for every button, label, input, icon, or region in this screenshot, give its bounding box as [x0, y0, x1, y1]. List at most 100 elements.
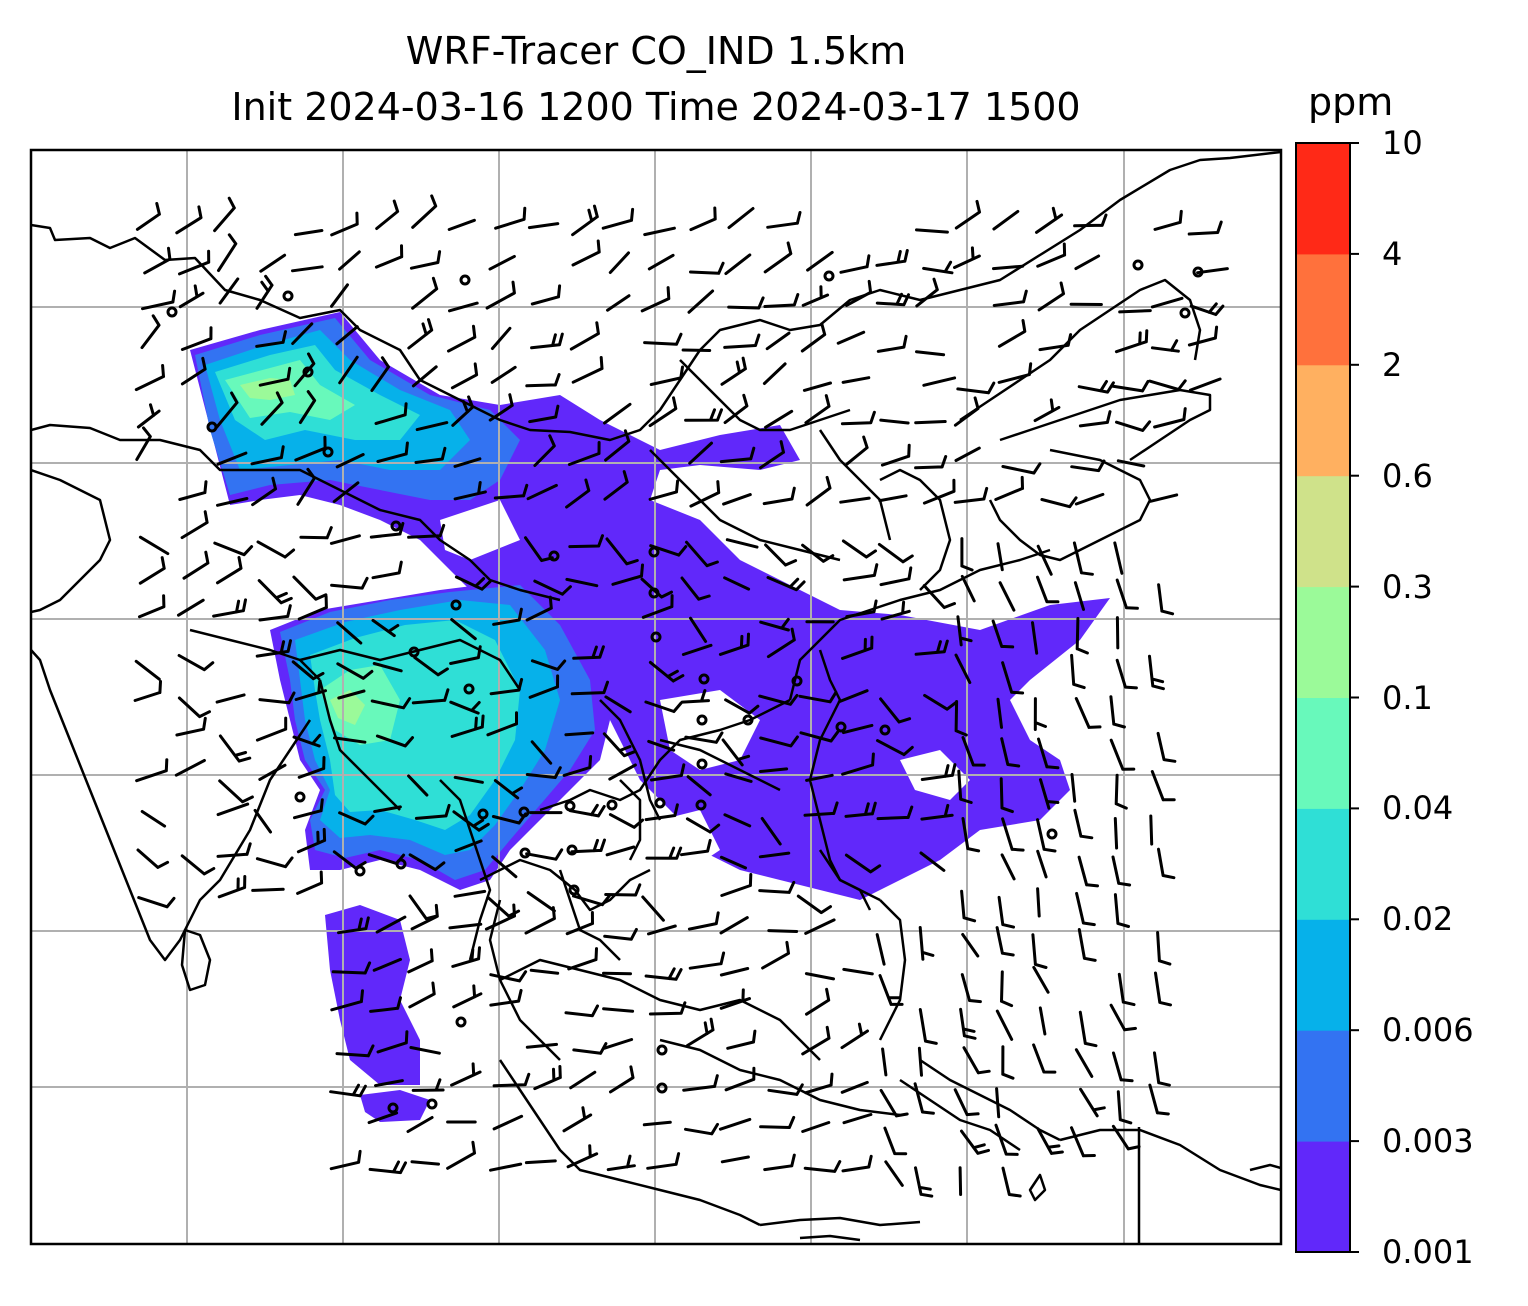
wind-barb: [913, 1082, 935, 1115]
wind-barb: [294, 435, 327, 462]
wind-barb: [1113, 541, 1124, 575]
wind-barbs: [133, 194, 1229, 1198]
wind-barb: [689, 261, 725, 275]
wind-barb: [725, 538, 759, 549]
wind-barb: [766, 627, 796, 659]
wind-barb: [801, 1025, 831, 1056]
wind-barb: [293, 798, 324, 820]
wind-barb: [450, 1062, 482, 1087]
wind-barb: [959, 1007, 977, 1040]
wind-barb: [407, 948, 434, 974]
wind-barb: [922, 478, 956, 505]
wind-barb: [251, 476, 277, 507]
wind-barb: [374, 402, 408, 425]
wind-barb: [258, 604, 292, 622]
wind-barb: [991, 619, 1015, 649]
wind-barb: [845, 435, 869, 466]
wind-barb: [369, 521, 405, 539]
wind-barb: [374, 1079, 404, 1088]
wind-barb: [719, 855, 747, 870]
wind-barb: [218, 277, 240, 305]
wind-barb: [489, 677, 524, 696]
wind-barb: [369, 996, 402, 1013]
wind-barb: [723, 576, 751, 591]
wind-barb: [525, 1042, 558, 1049]
wind-barb: [375, 199, 400, 230]
wind-barb: [1035, 206, 1064, 234]
wind-barb: [603, 1038, 634, 1050]
wind-barb: [884, 1160, 904, 1187]
wind-barb: [956, 381, 996, 395]
wind-barb: [407, 774, 429, 797]
wind-barb: [376, 1030, 409, 1054]
wind-barb: [568, 803, 606, 818]
wind-barb: [962, 1046, 991, 1075]
wind-barb: [255, 716, 288, 742]
wind-barb: [648, 1001, 687, 1016]
wind-barb: [217, 875, 247, 899]
wind-barb: [719, 446, 756, 464]
wind-barb: [451, 395, 475, 427]
wind-barb: [182, 550, 210, 580]
wind-barb: [723, 813, 752, 828]
wind-barb: [997, 319, 1027, 348]
wind-barb: [720, 356, 747, 386]
wind-barb: [681, 348, 712, 352]
wind-barb: [1001, 462, 1042, 475]
wind-barb: [1077, 928, 1097, 962]
wind-barb: [643, 332, 683, 346]
wind-barb: [411, 1078, 445, 1092]
wind-barb: [565, 478, 591, 509]
wind-barb: [135, 202, 161, 231]
wind-barb: [524, 1159, 557, 1165]
wind-barb: [608, 813, 645, 829]
wind-barb: [680, 689, 710, 704]
wind-barb: [840, 1080, 869, 1094]
wind-barb: [842, 563, 879, 582]
wind-barb: [216, 451, 248, 466]
wind-barb: [801, 543, 835, 563]
wind-barb: [297, 756, 326, 779]
wind-barb: [606, 1154, 636, 1172]
wind-barb: [841, 635, 874, 660]
wind-barb: [1000, 970, 1014, 1008]
wind-barb: [255, 274, 274, 310]
wind-barb: [370, 356, 390, 392]
wind-barb: [136, 848, 170, 869]
wind-barb: [488, 393, 514, 422]
wind-barb: [454, 839, 483, 853]
wind-barb: [212, 598, 247, 618]
wind-barb: [845, 279, 873, 307]
wind-barb: [758, 693, 799, 706]
wind-barb: [803, 1160, 842, 1173]
wind-barb: [760, 817, 782, 846]
wind-barb: [292, 575, 328, 601]
wind-barb: [805, 987, 831, 1016]
wind-barb: [530, 332, 564, 350]
wind-barb: [528, 404, 560, 424]
wind-barb: [726, 1029, 757, 1050]
wind-barb: [215, 693, 246, 704]
wind-barb: [841, 539, 877, 559]
wind-barb: [799, 730, 840, 743]
wind-barb: [1038, 1006, 1047, 1036]
wind-barb: [1077, 380, 1115, 394]
calm-wind-markers: [166, 259, 1204, 1114]
wind-barb: [451, 946, 481, 968]
wind-barb: [449, 645, 482, 665]
wind-barb: [1001, 1166, 1022, 1198]
wind-barb: [133, 680, 162, 702]
wind-barb: [1072, 541, 1094, 576]
wind-barb: [453, 457, 482, 468]
wind-barb: [525, 373, 561, 388]
wind-barb: [724, 253, 752, 276]
wind-barb: [407, 318, 434, 350]
wind-barb: [953, 246, 981, 269]
colorbar: [1295, 142, 1359, 1253]
wind-barb: [644, 700, 683, 713]
wind-barb: [1075, 617, 1089, 655]
colorbar-segment: [1296, 253, 1350, 366]
wind-barb: [841, 752, 875, 776]
wind-barb: [1036, 544, 1053, 576]
wind-barb: [449, 700, 481, 715]
